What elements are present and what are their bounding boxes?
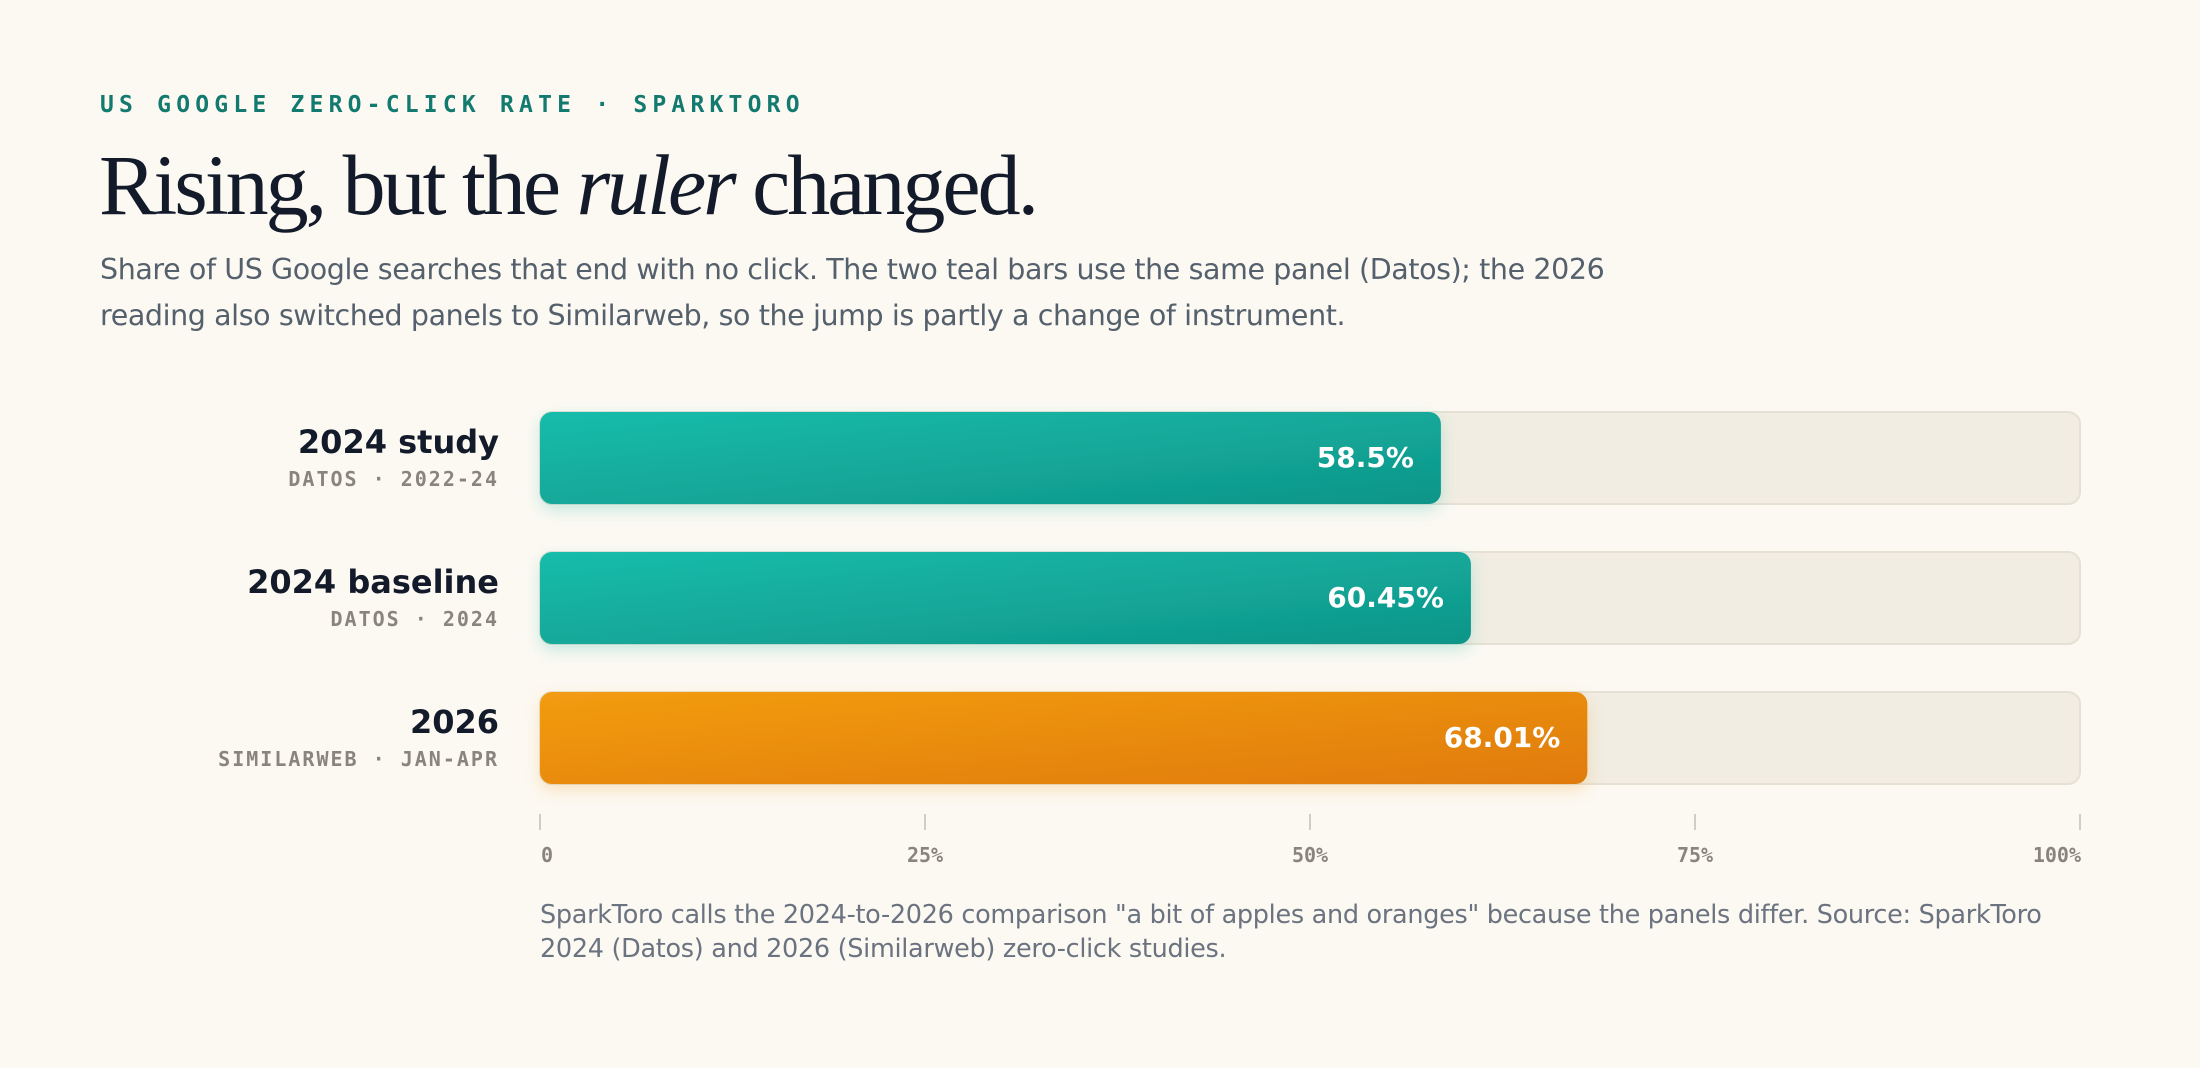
title-part-after: changed.: [733, 137, 1039, 233]
bar: [540, 412, 1441, 504]
x-axis: 0 25% 50% 75% 100%: [539, 814, 2081, 867]
title-part-before: Rising, but the: [99, 137, 577, 233]
chart-eyebrow: US GOOGLE ZERO-CLICK RATE · SPARKTORO: [100, 92, 805, 118]
chart-subtitle: Share of US Google searches that end wit…: [100, 253, 1605, 332]
chart-footnote: SparkToro calls the 2024-to-2026 compari…: [540, 900, 2042, 964]
bar-row: 2026 SIMILARWEB · JAN-APR 68.01%: [218, 691, 2081, 785]
bar: [540, 552, 1471, 644]
bar-value-label: 68.01%: [1444, 721, 1561, 754]
x-tick-label: 25%: [907, 843, 943, 867]
bar-category-label: 2024 study: [298, 423, 499, 461]
bar-row: 2024 study DATOS · 2022-24 58.5%: [288, 411, 2081, 505]
x-tick-label: 75%: [1677, 843, 1713, 867]
bar-source-label: SIMILARWEB · JAN-APR: [218, 747, 499, 771]
bar-value-label: 58.5%: [1317, 441, 1414, 474]
x-tick-label: 100%: [2033, 843, 2081, 867]
x-tick-label: 50%: [1292, 843, 1328, 867]
title-emphasis: ruler: [576, 137, 737, 233]
bar-row: 2024 baseline DATOS · 2024 60.45%: [247, 551, 2081, 645]
bar-source-label: DATOS · 2022-24: [288, 467, 499, 491]
bar-value-label: 60.45%: [1327, 581, 1444, 614]
bar-source-label: DATOS · 2024: [331, 607, 500, 631]
x-tick-label: 0: [541, 843, 553, 867]
bar-category-label: 2024 baseline: [247, 563, 499, 601]
bar-category-label: 2026: [410, 703, 499, 741]
bar: [540, 692, 1588, 784]
chart-title: Rising, but the ruler changed.: [99, 137, 1039, 233]
